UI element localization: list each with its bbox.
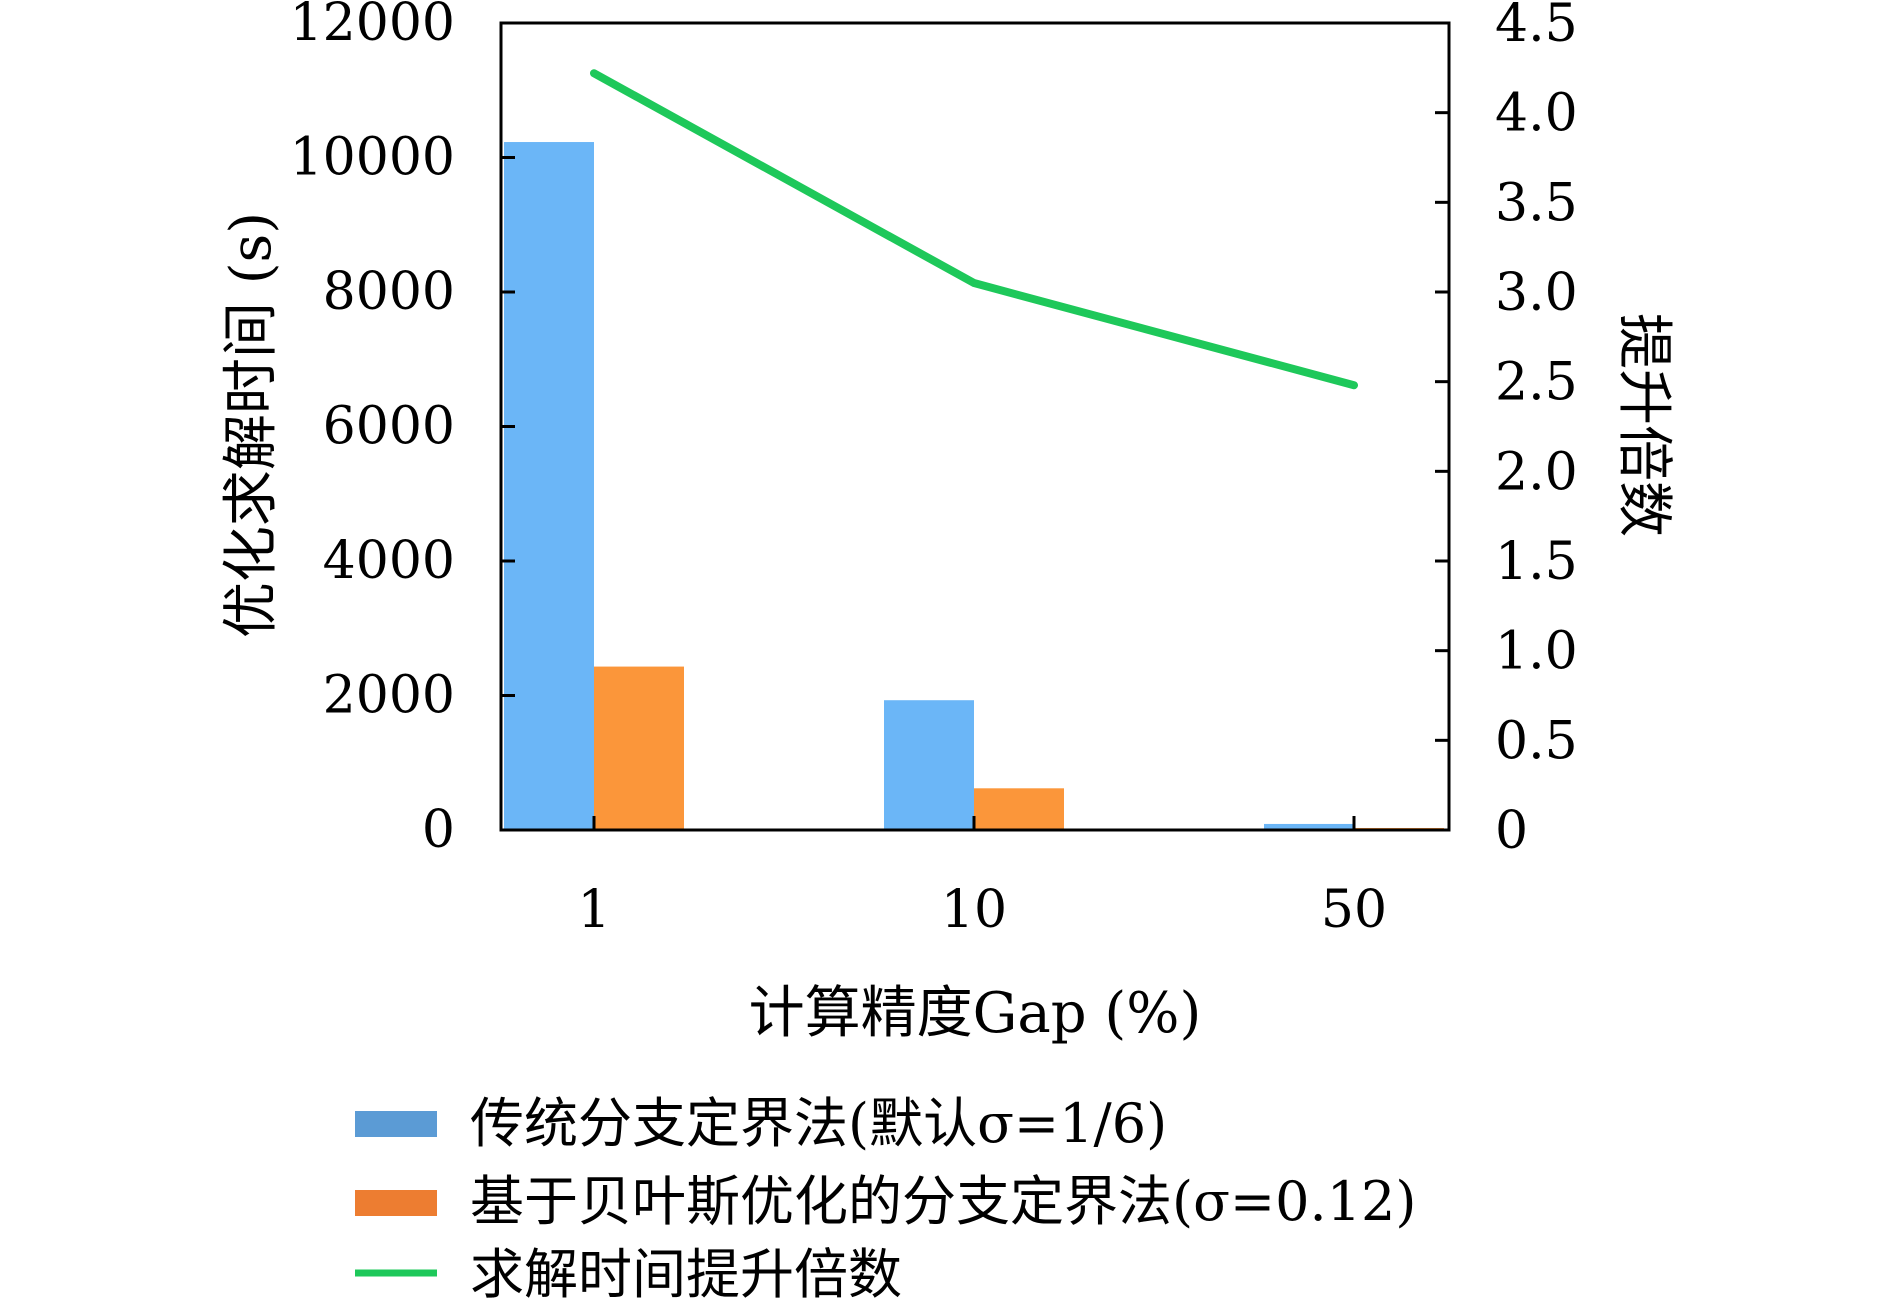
x-tick-label: 1 <box>577 880 610 940</box>
y-tick-label: 8000 <box>323 262 455 322</box>
y-tick-label: 12000 <box>290 0 455 53</box>
y-tick-label: 10000 <box>290 128 455 188</box>
y-axis-title: 优化求解时间 (s) <box>219 212 284 638</box>
bar-bayesian-10 <box>974 788 1064 830</box>
y-tick-label: 0 <box>422 800 455 860</box>
y2-tick-label: 1.5 <box>1495 532 1578 592</box>
y2-tick-label: 1.0 <box>1495 622 1578 682</box>
y2-tick-label: 0.5 <box>1495 711 1578 771</box>
y2-tick-label: 2.5 <box>1495 353 1578 413</box>
legend: 传统分支定界法(默认σ=1/6) 基于贝叶斯优化的分支定界法(σ=0.12) 求… <box>355 1092 1416 1303</box>
y2-tick-label: 3.5 <box>1495 173 1578 233</box>
legend-swatch-traditional <box>355 1111 437 1137</box>
y2-tick-label: 3.0 <box>1495 263 1578 323</box>
bar-traditional-50 <box>1264 823 1354 830</box>
y-tick-label: 4000 <box>323 531 455 591</box>
bars-layer <box>504 142 1444 831</box>
y2-tick-label: 4.0 <box>1495 84 1578 144</box>
x-tick-label: 10 <box>941 880 1007 940</box>
left-axis: 0 2000 4000 6000 8000 10000 12000 <box>290 0 515 860</box>
legend-label-bayesian: 基于贝叶斯优化的分支定界法(σ=0.12) <box>470 1170 1416 1233</box>
line-layer <box>590 69 1358 390</box>
legend-label-traditional: 传统分支定界法(默认σ=1/6) <box>470 1092 1167 1155</box>
bar-traditional-1 <box>504 142 594 831</box>
y2-tick-label: 0 <box>1495 801 1528 861</box>
x-tick-label: 50 <box>1321 880 1387 940</box>
x-axis: 1 10 50 <box>577 816 1387 940</box>
legend-label-speedup: 求解时间提升倍数 <box>470 1243 902 1303</box>
y2-axis-title: 提升倍数 <box>1611 313 1676 537</box>
y-tick-label: 6000 <box>323 397 455 457</box>
y2-tick-label: 4.5 <box>1495 0 1578 54</box>
legend-swatch-bayesian <box>355 1190 437 1216</box>
bar-bayesian-1 <box>594 666 684 830</box>
bar-traditional-10 <box>884 700 974 830</box>
right-axis: 0 0.5 1.0 1.5 2.0 2.5 3.0 3.5 4.0 4.5 <box>1435 0 1578 861</box>
y2-tick-label: 2.0 <box>1495 442 1578 502</box>
y-tick-label: 2000 <box>323 666 455 726</box>
speedup-line <box>590 69 1358 390</box>
x-axis-title: 计算精度Gap (%) <box>749 981 1202 1046</box>
